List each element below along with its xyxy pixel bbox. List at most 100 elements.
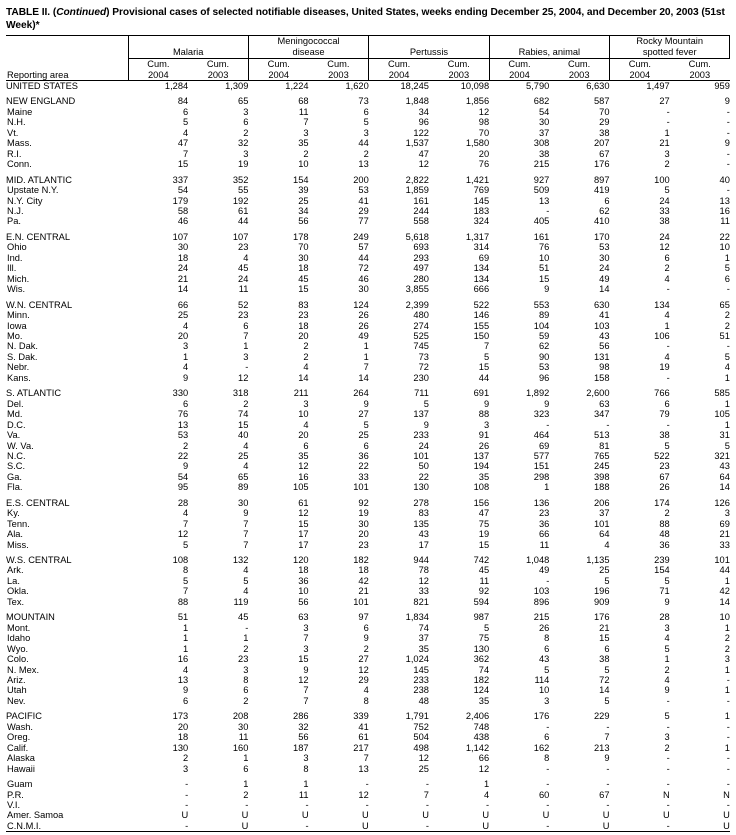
cum-header-meningococcal-2003: Cum. 2003	[308, 58, 370, 81]
data-cell: 77	[358, 216, 369, 227]
data-cell: 9	[544, 398, 550, 409]
table-row: Mont. 1 - 3 6 74 5 26 21 3 1	[6, 623, 730, 633]
table-row: MOUNTAIN 51 45 63 97 1,834 987 215 176 28 10	[6, 612, 730, 622]
data-cell: 106	[654, 330, 670, 341]
data-cell: 405	[533, 216, 550, 227]
table-row: V.I. - - - - - - - - - -	[6, 800, 730, 810]
data-cell: -	[666, 820, 670, 831]
group-rabies-line2: Rabies, animal	[518, 47, 581, 57]
data-cell: 3	[183, 341, 189, 352]
data-cell: 5	[604, 664, 610, 675]
data-cell: -	[486, 800, 490, 810]
data-cell: 1	[724, 685, 730, 696]
data-cell: 1	[664, 127, 670, 138]
data-cell: 96	[418, 117, 429, 128]
data-cell: 70	[478, 127, 490, 138]
reporting-area-cell: C.N.M.I.	[7, 820, 42, 831]
data-cell: 2	[724, 643, 730, 654]
data-cell: 12	[298, 508, 309, 519]
data-cell: 9	[664, 685, 670, 696]
data-cell: 101	[413, 450, 429, 461]
data-cell: U	[602, 810, 610, 821]
data-cell: 21	[177, 273, 189, 284]
data-cell: 28	[659, 612, 670, 623]
data-cell: 134	[473, 263, 490, 274]
data-cell: 12	[478, 106, 490, 117]
data-cell: 21	[599, 622, 610, 633]
data-cell: 137	[473, 450, 490, 461]
data-cell: 314	[473, 242, 490, 253]
cum-label: Cum.	[387, 59, 411, 69]
data-cell: -	[185, 820, 189, 831]
reporting-area-cell: Ind.	[7, 252, 23, 263]
data-cell: 6	[183, 695, 189, 706]
reporting-area-cell: Hawaii	[7, 763, 35, 774]
data-cell: 20	[298, 330, 309, 341]
data-cell: -	[726, 753, 730, 764]
reporting-area-cell: Ill.	[7, 263, 17, 274]
data-cell: 60	[538, 789, 550, 800]
data-cell: 4	[303, 419, 309, 430]
data-cell: 34	[418, 106, 429, 117]
data-cell: 23	[238, 242, 249, 253]
data-cell: 38	[538, 148, 550, 159]
data-cell: 7	[243, 330, 249, 341]
data-cell: 7	[423, 789, 429, 800]
data-cell: 19	[659, 362, 670, 373]
data-cell: -	[666, 763, 670, 774]
data-cell: 36	[298, 575, 309, 586]
data-cell: 1	[243, 753, 249, 764]
data-cell: 126	[714, 497, 730, 508]
data-cell: 108	[172, 555, 189, 566]
data-cell: 124	[473, 685, 490, 696]
data-cell: 206	[593, 497, 610, 508]
data-cell: 69	[538, 440, 550, 451]
group-header-rocky-mountain-spotted-fever: Rocky Mountain spotted fever	[608, 36, 731, 59]
reporting-area-cell: Mass.	[7, 138, 32, 149]
reporting-area-cell: Nev.	[7, 695, 26, 706]
cum-year: 2003	[689, 69, 711, 80]
data-cell: 37	[418, 633, 429, 644]
data-cell: 4	[664, 633, 670, 644]
data-cell: -	[425, 820, 429, 831]
data-cell: 9	[724, 138, 730, 149]
data-cell: 38	[599, 654, 610, 665]
data-cell: 18	[298, 565, 309, 576]
data-cell: 7	[483, 341, 490, 352]
data-cell: 130	[172, 742, 189, 753]
reporting-area-cell: R.I.	[7, 148, 22, 159]
data-cell: 49	[599, 273, 610, 284]
data-cell: 4	[724, 362, 730, 373]
data-cell: 67	[659, 471, 670, 482]
data-cell: 47	[418, 148, 429, 159]
data-cell: 76	[478, 159, 490, 170]
data-cell: 594	[473, 596, 490, 607]
data-cell: 12	[298, 675, 309, 686]
reporting-area-cell: Mich.	[7, 273, 30, 284]
data-cell: 10	[538, 685, 550, 696]
table-row: Mass. 47 32 35 44 1,537 1,580 308 207 21 9	[6, 138, 730, 148]
data-cell: 1	[724, 419, 730, 430]
data-cell: 23	[358, 539, 369, 550]
data-cell: 40	[238, 430, 249, 441]
data-cell: 1,859	[405, 185, 429, 196]
data-cell: 2	[724, 633, 730, 644]
data-cell: 6	[243, 117, 249, 128]
cum-year: 2003	[207, 69, 229, 80]
data-cell: 57	[358, 242, 369, 253]
data-cell: 64	[719, 471, 730, 482]
data-cell: 8	[243, 675, 249, 686]
notifiable-diseases-table: Malaria Meningococcal disease Pertussis …	[6, 35, 731, 833]
data-cell: 12	[238, 372, 249, 383]
data-cell: 10	[719, 242, 730, 253]
data-cell: 10,098	[460, 81, 490, 91]
reporting-area-cell: Minn.	[7, 310, 30, 321]
data-cell: 23	[238, 654, 249, 665]
table-row: N. Mex. 4 3 9 12 145 74 5 5 2 1	[6, 665, 730, 675]
data-cell: 14	[719, 596, 730, 607]
data-cell: 145	[413, 664, 429, 675]
data-cell: 23	[659, 461, 670, 472]
data-cell: 1	[724, 711, 730, 722]
data-cell: U	[723, 820, 730, 831]
data-cell: 1,135	[586, 555, 610, 566]
